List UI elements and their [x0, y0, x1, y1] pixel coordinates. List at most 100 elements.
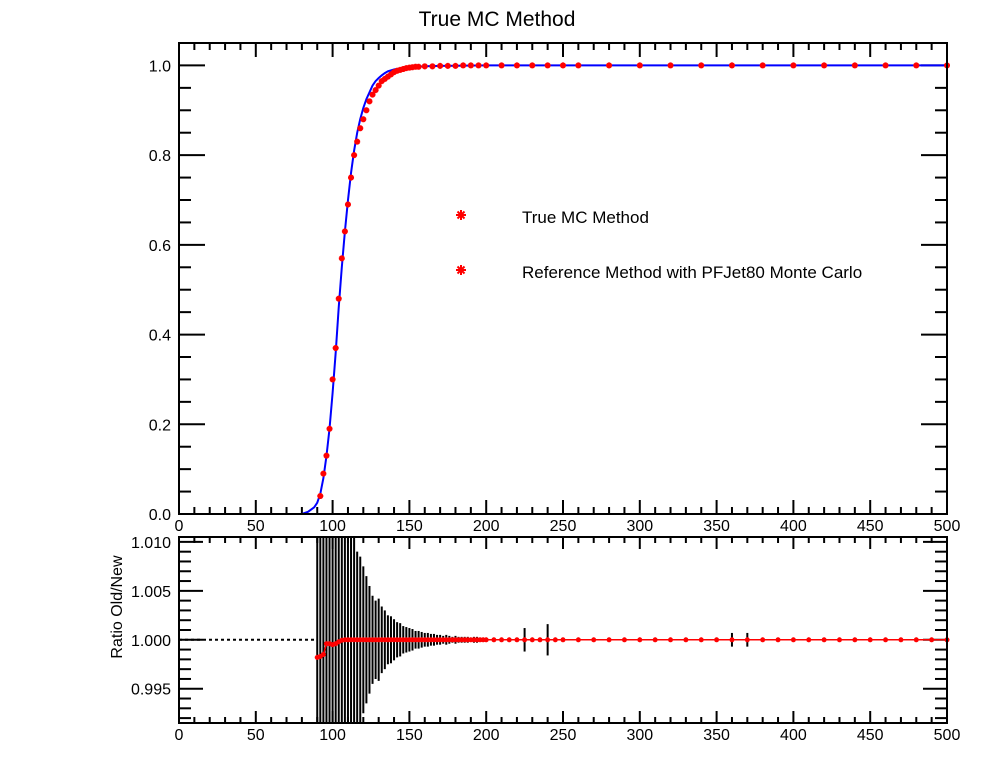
data-point	[560, 62, 566, 69]
ratio-point	[483, 637, 489, 643]
data-point	[575, 62, 582, 69]
ratio-point	[379, 637, 385, 643]
bottom-panel: 0 50 100 150 200 250 300 350 400 450 500 0.995 1.000…	[109, 535, 960, 744]
legend-marker-star-icon	[456, 265, 466, 275]
ratio-point	[465, 637, 471, 643]
data-point	[483, 62, 490, 69]
ratio-point	[314, 654, 320, 660]
data-point	[360, 116, 367, 123]
data-point	[332, 345, 339, 352]
data-point	[320, 470, 327, 477]
ratio-point	[391, 637, 397, 643]
ratio-point	[327, 641, 333, 647]
data-point	[452, 62, 459, 69]
ratio-point	[471, 637, 477, 643]
ratio-point	[422, 637, 428, 643]
ratio-point	[459, 637, 465, 643]
bottom-y-axis-label: Ratio Old/New	[109, 555, 126, 659]
y-tick-label: 1.005	[131, 584, 171, 601]
ratio-point	[345, 637, 351, 643]
ratio-point	[428, 637, 434, 643]
x-tick-label: 300	[626, 727, 653, 744]
data-point	[335, 295, 342, 302]
data-point	[415, 63, 422, 70]
ratio-point	[591, 637, 597, 643]
fit-curve-layer	[179, 64, 947, 515]
ratio-point	[437, 637, 443, 643]
x-tick-label: 450	[857, 518, 884, 535]
x-tick-label: 400	[780, 518, 807, 535]
ratio-point	[714, 637, 720, 643]
data-point	[369, 91, 376, 98]
ratio-point	[323, 641, 329, 647]
ratio-point	[385, 637, 391, 643]
ratio-point	[698, 637, 704, 643]
ratio-point	[652, 637, 658, 643]
data-point	[667, 62, 674, 69]
data-point	[437, 62, 444, 69]
ratio-point	[867, 637, 873, 643]
y-tick-label: 0.2	[149, 417, 171, 434]
ratio-point	[443, 637, 449, 643]
ratio-point	[317, 653, 323, 659]
x-tick-label: 400	[780, 727, 807, 744]
ratio-point	[545, 637, 551, 643]
ratio-point	[400, 637, 406, 643]
ratio-point	[621, 637, 627, 643]
data-point	[354, 138, 361, 145]
x-tick-label: 500	[934, 727, 961, 744]
ratio-points-layer	[314, 637, 950, 660]
ratio-point	[388, 637, 394, 643]
data-point	[412, 63, 419, 70]
data-point	[384, 73, 391, 80]
data-point	[429, 63, 436, 70]
ratio-point	[606, 637, 612, 643]
data-point	[372, 87, 379, 94]
ratio-point	[409, 637, 415, 643]
ratio-point	[434, 637, 440, 643]
ratio-point	[452, 637, 458, 643]
data-point	[406, 64, 413, 71]
x-tick-label: 250	[550, 727, 577, 744]
data-point	[317, 493, 324, 500]
ratio-point	[449, 637, 455, 643]
ratio-point	[499, 637, 505, 643]
ratio-point	[474, 637, 480, 643]
x-tick-label: 150	[396, 518, 423, 535]
data-point	[348, 174, 355, 181]
data-point	[397, 66, 404, 73]
data-point	[378, 78, 385, 85]
data-point	[698, 62, 705, 69]
x-tick-label: 150	[396, 727, 423, 744]
ratio-point	[406, 637, 412, 643]
ratio-point	[339, 637, 345, 643]
data-point	[544, 62, 551, 69]
ratio-point	[836, 637, 842, 643]
ratio-point	[913, 637, 919, 643]
data-point	[460, 62, 467, 69]
data-point	[391, 69, 398, 76]
data-points-layer	[317, 62, 950, 500]
ratio-point	[575, 637, 581, 643]
data-point	[387, 71, 394, 78]
data-point	[421, 63, 428, 70]
data-point	[329, 376, 336, 383]
ratio-point	[373, 637, 379, 643]
bottom-axis-ticks	[178, 537, 948, 723]
chart-title: True MC Method	[419, 8, 576, 31]
data-point	[475, 62, 482, 69]
ratio-point	[529, 637, 535, 643]
data-point	[409, 64, 416, 71]
ratio-point	[883, 637, 889, 643]
ratio-point	[683, 637, 689, 643]
y-tick-label: 0.6	[149, 238, 171, 255]
ratio-point	[330, 642, 336, 648]
data-point	[326, 425, 333, 432]
x-tick-label: 100	[319, 518, 346, 535]
legend-label-reference: Reference Method with PFJet80 Monte Carl…	[522, 263, 862, 282]
x-tick-label: 350	[703, 727, 730, 744]
ratio-point	[552, 637, 558, 643]
ratio-point	[729, 637, 735, 643]
data-point	[913, 62, 920, 69]
data-point	[323, 452, 330, 459]
